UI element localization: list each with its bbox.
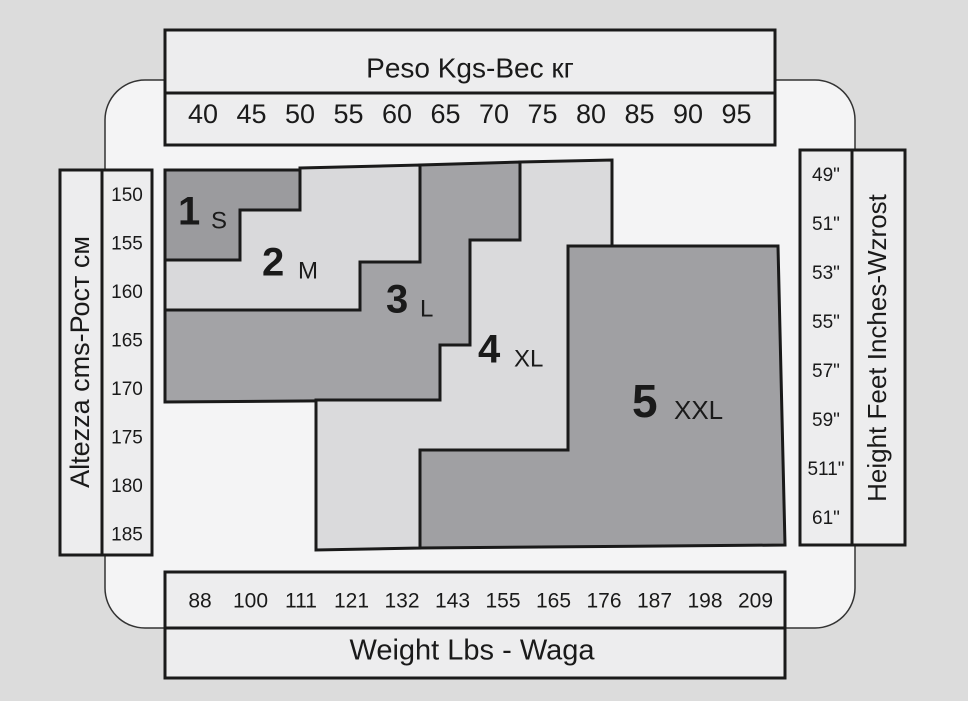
kg-value: 60 bbox=[382, 99, 412, 129]
kg-value: 50 bbox=[285, 99, 315, 129]
inch-value: 511" bbox=[807, 459, 844, 480]
inch-value: 61" bbox=[812, 508, 840, 529]
inch-value: 59" bbox=[812, 410, 840, 431]
inch-value: 57" bbox=[812, 361, 840, 382]
size-number: 2 bbox=[262, 241, 284, 285]
kg-value: 95 bbox=[721, 99, 751, 129]
size-label: L bbox=[420, 295, 433, 322]
right-title: Height Feet Inches-Wzrost bbox=[862, 193, 892, 502]
left-box bbox=[58, 168, 154, 557]
bottom-title: Weight Lbs - Waga bbox=[350, 635, 596, 667]
kg-value: 45 bbox=[236, 99, 266, 129]
kg-value: 80 bbox=[576, 99, 606, 129]
lbs-value: 100 bbox=[233, 590, 268, 613]
kg-value: 90 bbox=[673, 99, 703, 129]
inch-value: 55" bbox=[812, 312, 840, 333]
cm-value: 160 bbox=[111, 282, 143, 303]
cm-value: 175 bbox=[111, 428, 143, 449]
cm-value: 170 bbox=[111, 379, 143, 400]
lbs-value: 121 bbox=[334, 590, 369, 613]
top-box bbox=[163, 28, 777, 147]
lbs-value: 111 bbox=[285, 590, 317, 613]
lbs-value: 176 bbox=[586, 590, 621, 613]
inch-value: 51" bbox=[812, 214, 840, 235]
cm-value: 165 bbox=[111, 331, 143, 352]
lbs-value: 88 bbox=[188, 590, 211, 613]
kg-value: 85 bbox=[624, 99, 654, 129]
lbs-value: 209 bbox=[738, 590, 773, 613]
cm-value: 155 bbox=[111, 234, 143, 255]
lbs-value: 187 bbox=[637, 590, 672, 613]
kg-value: 55 bbox=[333, 99, 363, 129]
bottom-box bbox=[163, 570, 787, 680]
size-label: XXL bbox=[674, 395, 723, 425]
lbs-value: 132 bbox=[384, 590, 419, 613]
lbs-value: 198 bbox=[687, 590, 722, 613]
lbs-value: 143 bbox=[435, 590, 470, 613]
kg-value: 40 bbox=[188, 99, 218, 129]
size-number: 5 bbox=[632, 375, 658, 427]
region-5 bbox=[418, 244, 787, 550]
cm-value: 150 bbox=[111, 185, 143, 206]
cm-value: 185 bbox=[111, 525, 143, 546]
size-number: 4 bbox=[478, 328, 501, 372]
inch-value: 53" bbox=[812, 263, 840, 284]
top-title: Peso Kgs-Вес кг bbox=[366, 52, 574, 83]
kg-value: 70 bbox=[479, 99, 509, 129]
cm-value: 180 bbox=[111, 476, 143, 497]
lbs-value: 165 bbox=[536, 590, 571, 613]
lbs-value: 155 bbox=[485, 590, 520, 613]
kg-value: 65 bbox=[430, 99, 460, 129]
size-label: S bbox=[211, 207, 227, 234]
inch-value: 49" bbox=[812, 165, 840, 186]
size-label: M bbox=[298, 257, 318, 284]
size-number: 1 bbox=[178, 190, 200, 234]
kg-value: 75 bbox=[527, 99, 557, 129]
size-label: XL bbox=[514, 345, 543, 372]
size-number: 3 bbox=[386, 278, 408, 322]
left-title: Altezza cms-Рост см bbox=[65, 236, 95, 488]
